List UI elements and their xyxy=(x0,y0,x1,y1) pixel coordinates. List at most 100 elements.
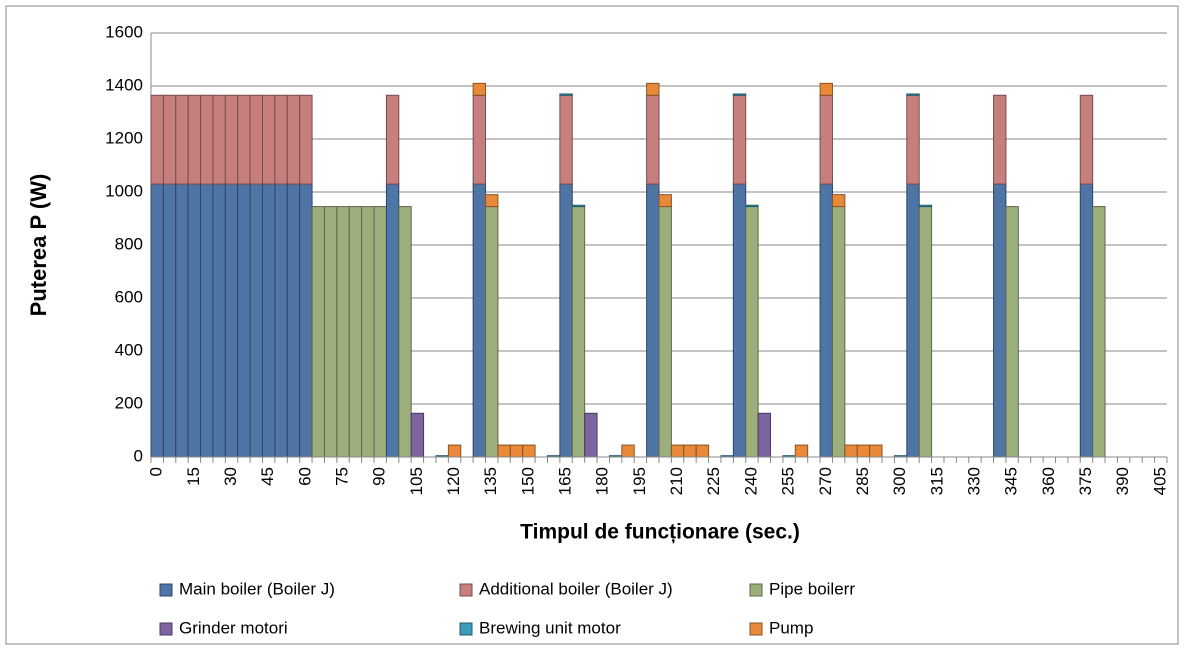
bar-segment xyxy=(584,412,598,458)
x-tick-label: 120 xyxy=(444,467,463,495)
x-axis-title: Timpul de funcționare (sec.) xyxy=(520,521,800,544)
y-tick-label: 1400 xyxy=(105,75,143,94)
bar-segment xyxy=(262,183,276,458)
bar-segment xyxy=(831,194,846,208)
x-tick-label: 0 xyxy=(147,467,166,476)
x-tick-label: 405 xyxy=(1150,467,1169,495)
bar-segment xyxy=(385,94,400,185)
bar-segment xyxy=(1005,206,1019,458)
x-tick-label: 375 xyxy=(1076,467,1095,495)
bar-segment xyxy=(695,444,710,458)
legend-swatch xyxy=(459,622,473,636)
x-tick-label: 390 xyxy=(1113,467,1132,495)
x-tick-label: 300 xyxy=(890,467,909,495)
bar-segment xyxy=(224,183,239,458)
bar-segment xyxy=(497,444,511,458)
x-tick-label: 285 xyxy=(853,467,872,495)
bar-segment xyxy=(646,94,660,185)
bar-segment xyxy=(559,94,573,185)
legend-swatch xyxy=(749,583,763,597)
bar-segment xyxy=(856,444,871,458)
x-tick-label: 240 xyxy=(741,467,760,495)
bar-segment xyxy=(485,206,499,458)
bar-segment xyxy=(757,412,772,458)
x-tick-label: 270 xyxy=(816,467,835,495)
bar-segment xyxy=(237,183,251,458)
bar-segment xyxy=(621,444,635,458)
bar-segment xyxy=(373,206,387,458)
bar-segment xyxy=(745,204,759,208)
bar-segment xyxy=(311,206,325,458)
bar-segment xyxy=(323,206,338,458)
bar-segment xyxy=(187,94,202,185)
bar-segment xyxy=(162,94,177,185)
bar-segment xyxy=(918,204,933,208)
legend-label: Additional boiler (Boiler J) xyxy=(479,579,673,598)
bar-segment xyxy=(993,94,1007,185)
bar-segment xyxy=(732,94,747,185)
bar-segment xyxy=(819,82,833,96)
x-tick-label: 75 xyxy=(333,467,352,486)
x-tick-label: 360 xyxy=(1039,467,1058,495)
x-tick-label: 150 xyxy=(518,467,537,495)
x-tick-label: 345 xyxy=(1002,467,1021,495)
x-tick-label: 315 xyxy=(927,467,946,495)
bar-segment xyxy=(274,94,288,185)
bar-segment xyxy=(732,93,747,96)
bar-segment xyxy=(200,183,214,458)
bar-segment xyxy=(819,183,833,458)
bar-segment xyxy=(212,183,226,458)
bar-segment xyxy=(175,183,189,458)
legend-label: Pipe boilerr xyxy=(769,579,855,598)
legend-swatch xyxy=(459,583,473,597)
y-tick-label: 400 xyxy=(115,340,143,359)
x-tick-label: 90 xyxy=(370,467,389,486)
bar-segment xyxy=(658,194,672,208)
bar-segment xyxy=(509,444,524,458)
bar-segment xyxy=(150,94,164,185)
bar-segment xyxy=(559,93,573,96)
x-tick-label: 255 xyxy=(779,467,798,495)
x-tick-label: 45 xyxy=(258,467,277,486)
y-tick-label: 0 xyxy=(134,446,143,465)
x-tick-label: 180 xyxy=(593,467,612,495)
y-tick-label: 1600 xyxy=(105,22,143,41)
bar-segment xyxy=(262,94,276,185)
x-tick-label: 135 xyxy=(481,467,500,495)
bar-segment xyxy=(249,94,264,185)
bar-segment xyxy=(162,183,177,458)
bar-segment xyxy=(485,194,499,208)
bar-segment xyxy=(658,206,672,458)
x-tick-label: 195 xyxy=(630,467,649,495)
bar-segment xyxy=(212,94,226,185)
bar-segment xyxy=(1079,183,1094,458)
bar-segment xyxy=(732,183,747,458)
x-tick-label: 105 xyxy=(407,467,426,495)
bar-segment xyxy=(361,206,375,458)
bar-segment xyxy=(224,94,239,185)
bar-segment xyxy=(472,94,487,185)
legend-label: Pump xyxy=(769,618,813,637)
bar-segment xyxy=(286,94,301,185)
bar-segment xyxy=(299,183,313,458)
bar-segment xyxy=(646,82,660,96)
bar-segment xyxy=(869,444,883,458)
bar-segment xyxy=(398,206,412,458)
bar-segment xyxy=(187,183,202,458)
bar-segment xyxy=(683,444,697,458)
legend-label: Main boiler (Boiler J) xyxy=(179,579,335,598)
bar-segment xyxy=(200,94,214,185)
legend-label: Grinder motori xyxy=(179,618,288,637)
bar-segment xyxy=(559,183,573,458)
bar-segment xyxy=(410,412,425,458)
bar-segment xyxy=(385,183,400,458)
x-tick-label: 330 xyxy=(964,467,983,495)
bar-segment xyxy=(1092,206,1106,458)
x-tick-label: 60 xyxy=(295,467,314,486)
bar-segment xyxy=(993,183,1007,458)
bar-segment xyxy=(918,206,933,458)
x-tick-label: 30 xyxy=(221,467,240,486)
y-tick-label: 1200 xyxy=(105,128,143,147)
bar-segment xyxy=(522,444,536,458)
bar-segment xyxy=(175,94,189,185)
